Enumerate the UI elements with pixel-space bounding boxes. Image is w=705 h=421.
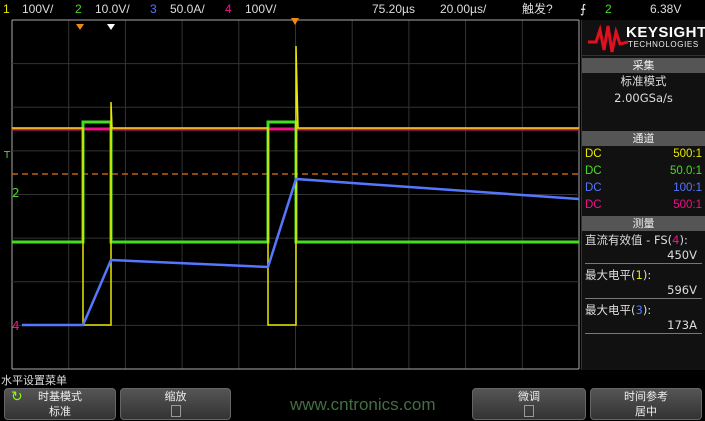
ch1-number[interactable]: 1 bbox=[3, 2, 10, 16]
measurement-value: 596V bbox=[585, 283, 702, 299]
rising-edge-icon: ⨍ bbox=[580, 2, 587, 16]
measurement-value: 173A bbox=[585, 318, 702, 334]
button-label: 微调 bbox=[518, 390, 540, 403]
channel-row[interactable]: DC 500:1 bbox=[582, 146, 705, 163]
ch2-scale[interactable]: 10.0V/ bbox=[95, 2, 130, 16]
trigger-position-marker-icon bbox=[291, 18, 299, 25]
ch4-ground-marker[interactable]: 4 bbox=[12, 319, 20, 333]
waveform-display[interactable]: T 2 4 bbox=[0, 18, 580, 372]
time-reference-button[interactable]: 时间参考 居中 bbox=[590, 388, 702, 420]
label-text: 直流有效值 - FS( bbox=[585, 233, 673, 247]
label-close: ): bbox=[679, 233, 688, 247]
label-close: ): bbox=[642, 303, 652, 317]
label-text: 最大电平( bbox=[585, 268, 636, 282]
ch1-trace bbox=[12, 45, 579, 326]
measurement-value: 450V bbox=[585, 248, 702, 264]
ch2-number[interactable]: 2 bbox=[75, 2, 82, 16]
ch2-ground-marker[interactable]: 2 bbox=[12, 186, 20, 200]
ch1-scale[interactable]: 100V/ bbox=[22, 2, 54, 16]
probe-ratio: 500:1 bbox=[673, 148, 702, 160]
sample-rate: 2.00GSa/s bbox=[614, 91, 673, 105]
measurement-label: 最大电平(3): bbox=[582, 301, 705, 318]
acquire-mode: 标准模式 bbox=[620, 74, 667, 88]
time-reference-marker-icon bbox=[107, 24, 115, 30]
brand-name: KEYSIGHT bbox=[626, 24, 705, 41]
fine-button[interactable]: 微调 bbox=[472, 388, 586, 420]
checkbox-icon bbox=[524, 405, 534, 417]
delay[interactable]: 75.20µs bbox=[372, 2, 415, 16]
button-value: 居中 bbox=[635, 405, 657, 418]
ch4-number[interactable]: 4 bbox=[225, 2, 232, 16]
checkbox-icon bbox=[170, 405, 181, 417]
ch3-trace bbox=[22, 177, 580, 327]
button-label: 时基模式 bbox=[38, 390, 82, 403]
rotate-knob-icon: ↻ bbox=[11, 389, 23, 405]
channel-header[interactable]: 通道 bbox=[582, 131, 705, 146]
probe-ratio: 500:1 bbox=[673, 199, 702, 211]
side-panel: KEYSIGHT TECHNOLOGIES 采集 标准模式 2.00GSa/s … bbox=[581, 20, 705, 370]
ch4-scale[interactable]: 100V/ bbox=[245, 2, 277, 16]
brand-sub: TECHNOLOGIES bbox=[628, 40, 699, 49]
label-close: ): bbox=[642, 268, 652, 282]
channel-row[interactable]: DC 100:1 bbox=[582, 180, 705, 197]
status-bar: 1 100V/ 2 10.0V/ 3 50.0A/ 4 100V/ 75.20µ… bbox=[0, 0, 705, 18]
measurement-label: 直流有效值 - FS(4): bbox=[582, 231, 705, 248]
trigger-marker[interactable]: T bbox=[3, 150, 11, 161]
ch3-number[interactable]: 3 bbox=[150, 2, 157, 16]
coupling: DC bbox=[585, 148, 602, 160]
zoom-button[interactable]: 缩放 bbox=[120, 388, 231, 420]
channel-ref: 1 bbox=[635, 268, 643, 282]
channel-ref: 3 bbox=[635, 303, 643, 317]
ch3-scale[interactable]: 50.0A/ bbox=[170, 2, 205, 16]
keysight-logo: KEYSIGHT TECHNOLOGIES bbox=[582, 20, 705, 56]
probe-ratio: 50.0:1 bbox=[670, 165, 702, 177]
measure-header[interactable]: 测量 bbox=[582, 216, 705, 231]
button-value: 标准 bbox=[49, 405, 71, 418]
delay-marker-icon bbox=[76, 24, 84, 30]
acquire-header[interactable]: 采集 bbox=[582, 58, 705, 73]
channel-ref: 4 bbox=[672, 233, 680, 247]
trigger-status: 触发? bbox=[522, 2, 553, 16]
trigger-level[interactable]: 6.38V bbox=[650, 2, 682, 16]
channel-row[interactable]: DC 500:1 bbox=[582, 197, 705, 214]
coupling: DC bbox=[585, 165, 602, 177]
label-text: 最大电平( bbox=[585, 303, 636, 317]
coupling: DC bbox=[585, 182, 602, 194]
channel-row[interactable]: DC 50.0:1 bbox=[582, 163, 705, 180]
keysight-wave-icon bbox=[588, 24, 628, 53]
timebase-mode-button[interactable]: ↻ 时基模式 标准 bbox=[4, 388, 116, 420]
measurement-label: 最大电平(1): bbox=[582, 266, 705, 283]
probe-ratio: 100:1 bbox=[673, 182, 702, 194]
timebase[interactable]: 20.00µs/ bbox=[440, 2, 487, 16]
trigger-source[interactable]: 2 bbox=[605, 2, 612, 16]
coupling: DC bbox=[585, 199, 602, 211]
menu-title: 水平设置菜单 bbox=[1, 374, 67, 387]
button-label: 缩放 bbox=[164, 390, 187, 403]
watermark: www.cntronics.com bbox=[290, 395, 436, 414]
button-label: 时间参考 bbox=[624, 390, 668, 403]
